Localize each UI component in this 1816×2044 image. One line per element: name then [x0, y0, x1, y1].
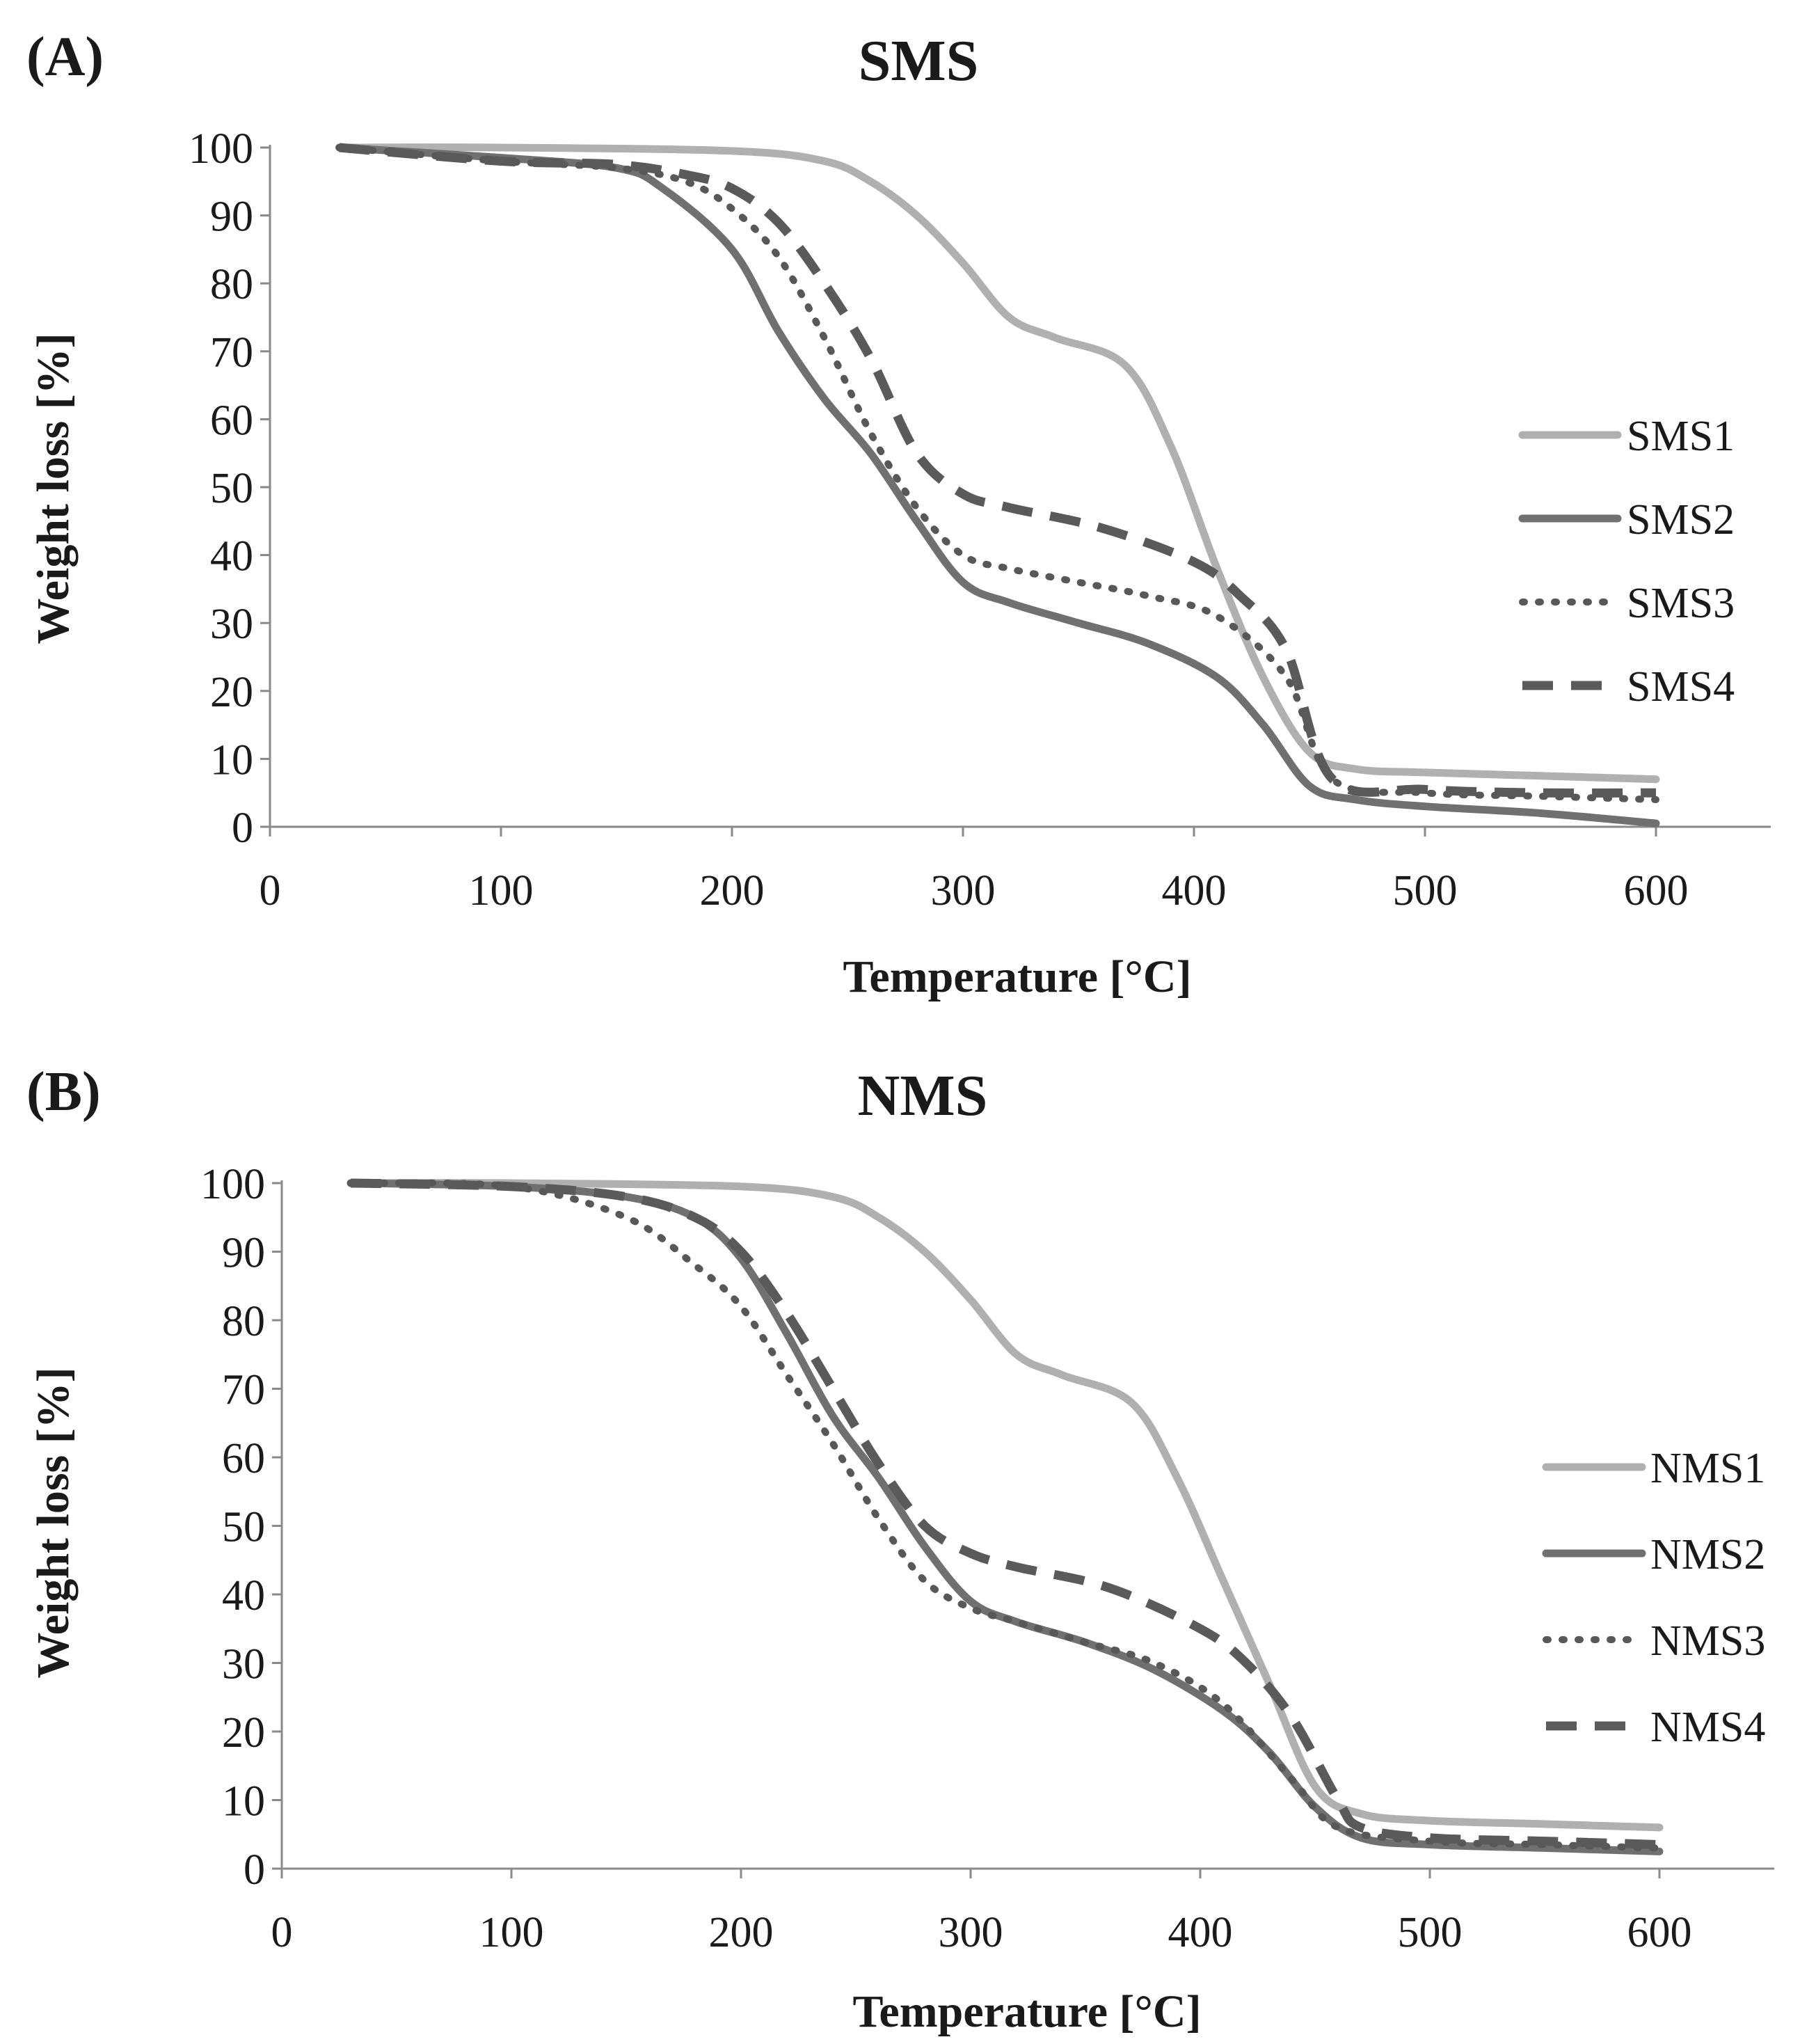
chart-title-a: SMS	[859, 29, 979, 93]
x-tick-label-b: 500	[1398, 1909, 1463, 1956]
y-tick-label-a: 10	[210, 736, 253, 784]
y-tick-label-b: 0	[244, 1846, 265, 1894]
y-tick-label-a: 0	[232, 805, 253, 852]
x-tick-label-a: 300	[931, 867, 996, 914]
legend-label-nms2: NMS2	[1650, 1531, 1765, 1578]
y-tick-label-b: 60	[222, 1435, 265, 1482]
x-tick-label-b: 0	[271, 1909, 293, 1956]
y-tick-label-a: 90	[210, 193, 253, 241]
y-tick-label-a: 80	[210, 261, 253, 308]
legend-a: SMS1 SMS2 SMS3 SMS4	[1518, 413, 1735, 711]
legend-label-sms1: SMS1	[1627, 413, 1735, 460]
x-tick-label-b: 600	[1627, 1909, 1692, 1956]
series-line-sms4	[339, 143, 1657, 798]
y-tick-label-a: 60	[210, 397, 253, 444]
x-tick-label-a: 200	[700, 867, 765, 914]
y-tick-label-b: 10	[222, 1778, 265, 1825]
y-tick-label-a: 50	[210, 465, 253, 512]
legend-label-nms3: NMS3	[1650, 1617, 1765, 1665]
y-axis-title-a: Weight loss [%]	[28, 333, 79, 644]
y-tick-label-a: 20	[210, 669, 253, 716]
legend-label-sms4: SMS4	[1627, 663, 1735, 711]
series-line-nms3	[347, 1179, 1663, 1852]
y-tick-label-a: 100	[189, 125, 253, 173]
series-layer-b	[347, 1178, 1664, 1855]
legend-label-nms4: NMS4	[1650, 1704, 1765, 1751]
panel-label-b: (B)	[26, 1061, 101, 1123]
legend-b: NMS1 NMS2 NMS3 NMS4	[1542, 1445, 1765, 1751]
axes-a: 0 10 20 30 40 50 60 70 80 90 100 0 100 200 300 400 500 60…	[189, 125, 1771, 914]
y-tick-label-b: 20	[222, 1709, 265, 1757]
x-axis-title-b: Temperature [°C]	[852, 1986, 1201, 2037]
y-tick-label-a: 40	[210, 533, 253, 580]
x-tick-label-a: 0	[260, 867, 281, 914]
legend-label-sms2: SMS2	[1627, 496, 1735, 544]
x-tick-label-b: 300	[939, 1909, 1003, 1956]
y-tick-label-b: 100	[200, 1161, 265, 1208]
x-tick-label-a: 400	[1162, 867, 1227, 914]
series-line-nms1	[347, 1179, 1664, 1832]
axes-b: 0 10 20 30 40 50 60 70 80 90 100 0 100 200 300 400 500 60…	[200, 1161, 1774, 1956]
chart-panel-a: (A) SMS Weight loss [%] Temperature [°C]…	[26, 26, 1771, 1002]
x-tick-label-a: 100	[469, 867, 534, 914]
series-line-nms2	[347, 1179, 1664, 1855]
series-line-sms2	[335, 143, 1660, 827]
y-tick-label-b: 50	[222, 1504, 265, 1551]
y-axis-title-b: Weight loss [%]	[28, 1367, 79, 1678]
legend-label-nms1: NMS1	[1650, 1445, 1765, 1492]
series-layer-a	[335, 143, 1660, 827]
y-tick-label-b: 30	[222, 1641, 265, 1688]
series-line-sms1	[335, 143, 1660, 784]
y-tick-label-a: 30	[210, 601, 253, 648]
y-tick-label-b: 80	[222, 1298, 265, 1345]
x-tick-label-b: 100	[479, 1909, 544, 1956]
chart-title-b: NMS	[858, 1063, 988, 1128]
panel-label-a: (A)	[26, 26, 104, 88]
x-axis-title-a: Temperature [°C]	[843, 951, 1191, 1002]
x-tick-label-b: 400	[1168, 1909, 1233, 1956]
y-tick-label-b: 40	[222, 1572, 265, 1619]
y-tick-label-a: 70	[210, 329, 253, 377]
chart-panel-b: (B) NMS Weight loss [%] Temperature [°C]…	[26, 1061, 1774, 2037]
y-tick-label-b: 70	[222, 1367, 265, 1414]
legend-label-sms3: SMS3	[1627, 580, 1735, 627]
x-tick-label-b: 200	[709, 1909, 774, 1956]
x-tick-label-a: 500	[1393, 867, 1458, 914]
x-tick-label-a: 600	[1624, 867, 1689, 914]
series-line-nms4	[350, 1178, 1660, 1849]
y-tick-label-b: 90	[222, 1230, 265, 1277]
